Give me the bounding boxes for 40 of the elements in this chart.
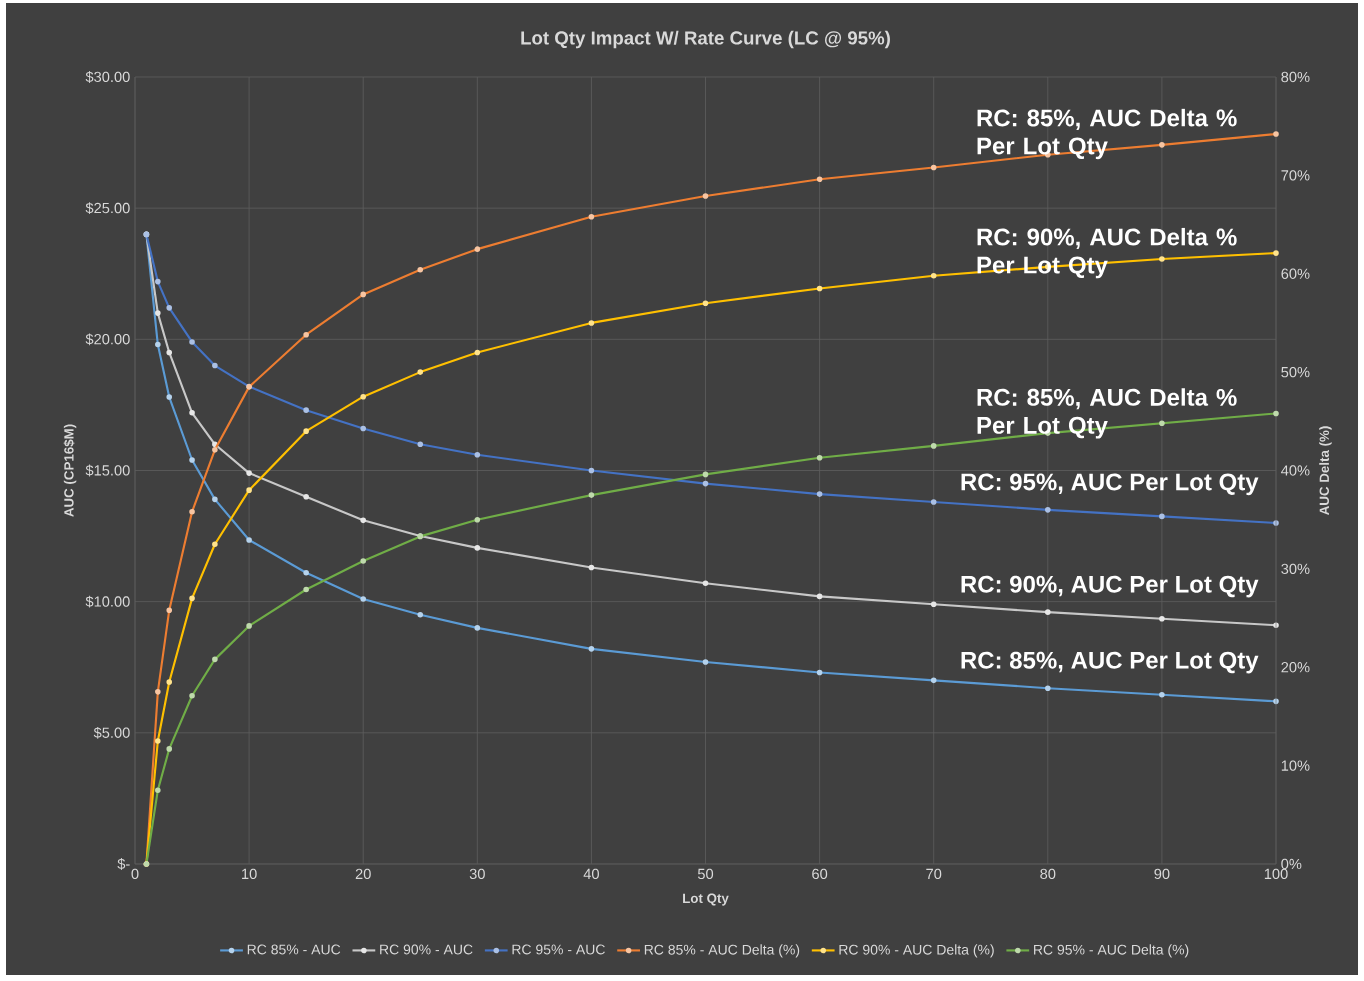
legend-label: RC 90% - AUC	[380, 944, 473, 955]
annotation: RC: 90%, AUC Per Lot Qty	[961, 575, 1259, 598]
x-tick-label: 60	[812, 868, 828, 880]
x-tick-label: 40	[583, 868, 599, 880]
annotation: RC: 85%, AUC Per Lot Qty	[961, 651, 1259, 674]
y2-tick-label: 60%	[1281, 268, 1310, 279]
legend-label: RC 90% - AUC Delta (%)	[839, 944, 994, 958]
y2-tick-label: 10%	[1281, 760, 1310, 771]
legend-label: RC 95% - AUC Delta (%)	[1034, 944, 1189, 958]
x-tick-label: 30	[469, 868, 485, 880]
y2-axis-title: AUC Delta (%)	[1319, 426, 1332, 515]
y2-tick-label: 50%	[1281, 366, 1310, 378]
y-tick-label: $15.00	[85, 464, 130, 477]
y2-tick-label: 30%	[1281, 563, 1310, 575]
y2-tick-label: 40%	[1281, 465, 1310, 476]
y2-tick-label: 0%	[1281, 858, 1302, 870]
x-axis-title: Lot Qty	[683, 893, 729, 906]
y2-tick-label: 70%	[1281, 170, 1310, 181]
x-tick-label: 90	[1154, 868, 1170, 880]
y-tick-label: $30.00	[85, 71, 130, 83]
x-tick-label: 50	[697, 868, 714, 880]
x-tick-label: 100	[1264, 868, 1288, 880]
x-tick-label: 10	[242, 868, 257, 880]
annotation: RC: 95%, AUC Per Lot Qty	[961, 473, 1259, 496]
y-tick-label: $10.00	[85, 595, 130, 608]
legend-label: RC 85% - AUC	[247, 944, 341, 955]
legend-label: RC 85% - AUC Delta (%)	[644, 944, 800, 958]
x-tick-label: 80	[1040, 868, 1056, 880]
y-tick-label: $25.00	[85, 202, 130, 215]
x-tick-label: 0	[131, 868, 139, 880]
chart-title: Lot Qty Impact W/ Rate Curve (LC @ 95%)	[521, 30, 890, 49]
y2-tick-label: 20%	[1281, 662, 1310, 673]
y-tick-label: $20.00	[85, 333, 130, 346]
y-tick-label: $-	[117, 858, 130, 870]
x-tick-label: 20	[355, 868, 371, 880]
y-tick-label: $5.00	[93, 726, 130, 739]
x-tick-label: 70	[926, 868, 942, 880]
legend-label: RC 95% - AUC	[512, 944, 605, 955]
y2-tick-label: 80%	[1281, 71, 1310, 83]
y-axis-title: AUC (CP16$M)	[63, 424, 77, 517]
